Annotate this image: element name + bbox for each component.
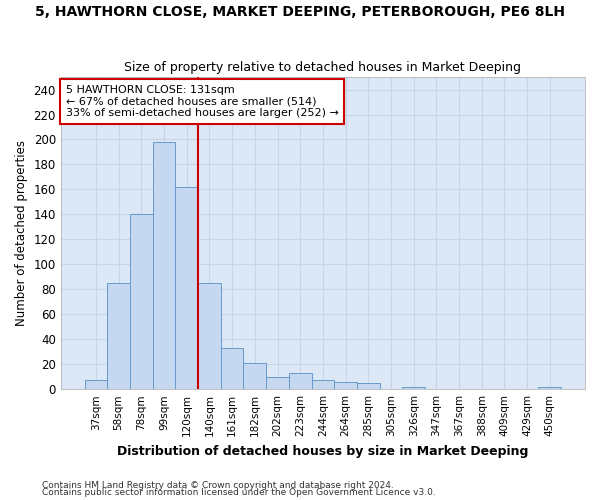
Bar [107, 283, 130, 389]
Bar [244, 363, 266, 389]
Y-axis label: Number of detached properties: Number of detached properties [15, 140, 28, 326]
Bar [175, 187, 198, 389]
Title: Size of property relative to detached houses in Market Deeping: Size of property relative to detached ho… [124, 62, 521, 74]
X-axis label: Distribution of detached houses by size in Market Deeping: Distribution of detached houses by size … [117, 444, 529, 458]
Bar [266, 376, 289, 389]
Bar [403, 386, 425, 389]
Bar [85, 380, 107, 389]
Text: Contains HM Land Registry data © Crown copyright and database right 2024.: Contains HM Land Registry data © Crown c… [42, 480, 394, 490]
Bar [357, 383, 380, 389]
Text: 5, HAWTHORN CLOSE, MARKET DEEPING, PETERBOROUGH, PE6 8LH: 5, HAWTHORN CLOSE, MARKET DEEPING, PETER… [35, 5, 565, 19]
Bar [311, 380, 334, 389]
Bar [538, 386, 561, 389]
Bar [198, 283, 221, 389]
Bar [289, 373, 311, 389]
Bar [221, 348, 244, 389]
Bar [130, 214, 152, 389]
Text: Contains public sector information licensed under the Open Government Licence v3: Contains public sector information licen… [42, 488, 436, 497]
Text: 5 HAWTHORN CLOSE: 131sqm
← 67% of detached houses are smaller (514)
33% of semi-: 5 HAWTHORN CLOSE: 131sqm ← 67% of detach… [66, 85, 339, 118]
Bar [152, 142, 175, 389]
Bar [334, 382, 357, 389]
